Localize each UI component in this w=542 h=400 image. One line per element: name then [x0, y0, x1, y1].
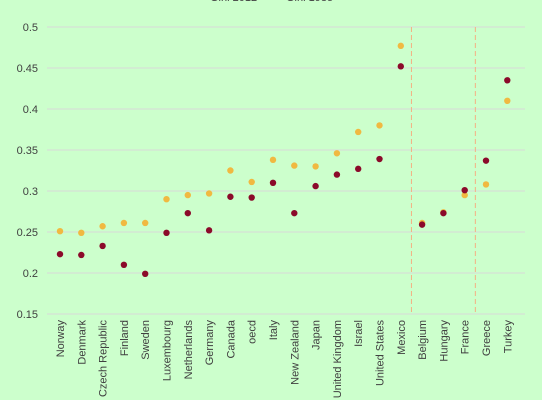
point-gini-2012-israel: [355, 128, 362, 136]
point-gini-1985-united-kingdom: [333, 171, 341, 178]
point-gini-2012-mexico: [397, 42, 404, 50]
x-axis-tick-labels: Norway Denmark Czech Republic Finland Sweden…: [55, 319, 514, 398]
y-tick-label: 0.45: [17, 63, 38, 75]
point-gini-1985-new-zealand: [291, 209, 298, 217]
point-gini-2012-norway: [56, 227, 64, 235]
y-tick-label: 0.35: [17, 145, 38, 157]
point-gini-1985-israel: [355, 165, 362, 173]
point-gini-2012-canada: [227, 167, 234, 174]
point-gini-1985-oecd: [248, 194, 255, 201]
point-gini-2012-sweden: [142, 219, 149, 227]
point-gini-2012-oecd: [248, 178, 255, 186]
point-gini-1985-denmark: [78, 251, 85, 259]
y-axis-tick-labels: 0.15 0.2 0.25 0.3 0.35 0.4 0.45 0.5: [17, 22, 38, 321]
point-gini-1985-belgium: [418, 221, 426, 228]
point-gini-2012-luxembourg: [163, 196, 170, 203]
point-gini-1985-czech-republic: [99, 242, 106, 250]
legend: Gini 2012 Gini 1985: [210, 0, 333, 4]
point-gini-1985-france: [461, 186, 468, 194]
x-tick-label-germany: Germany: [204, 320, 216, 366]
x-tick-label-oecd: oecd: [247, 320, 259, 344]
x-tick-label-sweden: Sweden: [140, 320, 152, 360]
point-gini-1985-canada: [227, 193, 234, 200]
x-tick-label-greece: Greece: [481, 320, 493, 356]
x-tick-label-mexico: Mexico: [396, 320, 408, 355]
point-gini-2012-japan: [312, 163, 319, 170]
x-tick-label-canada: Canada: [225, 319, 237, 358]
point-gini-2012-greece: [482, 181, 490, 188]
point-gini-2012-denmark: [78, 229, 85, 237]
x-tick-label-netherlands: Netherlands: [183, 320, 195, 380]
x-tick-label-new-zealand: New Zealand: [289, 320, 301, 385]
x-tick-label-france: France: [460, 320, 472, 354]
point-gini-2012-czech-republic: [99, 223, 106, 230]
x-tick-label-japan: Japan: [311, 320, 323, 350]
x-tick-label-norway: Norway: [55, 320, 67, 358]
x-tick-label-united-states: United States: [375, 320, 387, 387]
legend-label-gini-1985: Gini 1985: [286, 0, 333, 4]
legend-label-gini-2012: Gini 2012: [210, 0, 257, 4]
x-tick-label-denmark: Denmark: [76, 320, 88, 365]
point-gini-1985-mexico: [397, 63, 404, 70]
x-tick-label-luxembourg: Luxembourg: [162, 320, 174, 381]
point-gini-1985-finland: [120, 261, 128, 268]
data-points: [56, 42, 511, 278]
point-gini-2012-netherlands: [184, 191, 191, 199]
point-gini-1985-japan: [312, 182, 319, 190]
x-tick-label-israel: Israel: [353, 320, 365, 347]
y-tick-label: 0.5: [23, 22, 38, 34]
point-gini-2012-france: [461, 191, 468, 199]
point-gini-1985-norway: [56, 250, 64, 258]
point-gini-2012-new-zealand: [291, 162, 298, 169]
point-gini-2012-united-kingdom: [333, 150, 341, 157]
point-gini-1985-turkey: [504, 77, 511, 84]
y-tick-label: 0.4: [23, 104, 38, 116]
y-tick-label: 0.25: [17, 227, 38, 239]
x-tick-label-hungary: Hungary: [438, 320, 450, 362]
y-tick-label: 0.2: [23, 268, 38, 280]
point-gini-1985-united-states: [376, 155, 383, 163]
point-gini-1985-italy: [269, 179, 277, 186]
point-gini-2012-germany: [205, 190, 213, 197]
y-tick-label: 0.3: [23, 186, 38, 198]
point-gini-1985-hungary: [440, 209, 447, 217]
point-gini-1985-germany: [205, 227, 213, 234]
x-tick-label-belgium: Belgium: [417, 320, 429, 360]
x-tick-label-turkey: Turkey: [502, 320, 514, 354]
y-tick-label: 0.15: [17, 309, 38, 321]
gridlines: [47, 26, 525, 315]
point-gini-2012-finland: [120, 219, 128, 227]
x-tick-label-united-kingdom: United Kingdom: [332, 320, 344, 398]
point-gini-2012-turkey: [504, 97, 511, 105]
x-tick-label-italy: Italy: [268, 320, 280, 341]
point-gini-2012-italy: [269, 156, 277, 164]
point-gini-1985-greece: [482, 157, 490, 164]
x-tick-label-finland: Finland: [119, 320, 131, 356]
point-gini-1985-netherlands: [184, 209, 191, 217]
point-gini-1985-sweden: [142, 270, 149, 278]
x-tick-label-czech-republic: Czech Republic: [98, 320, 110, 398]
point-gini-2012-united-states: [376, 122, 383, 129]
point-gini-1985-luxembourg: [163, 229, 170, 237]
